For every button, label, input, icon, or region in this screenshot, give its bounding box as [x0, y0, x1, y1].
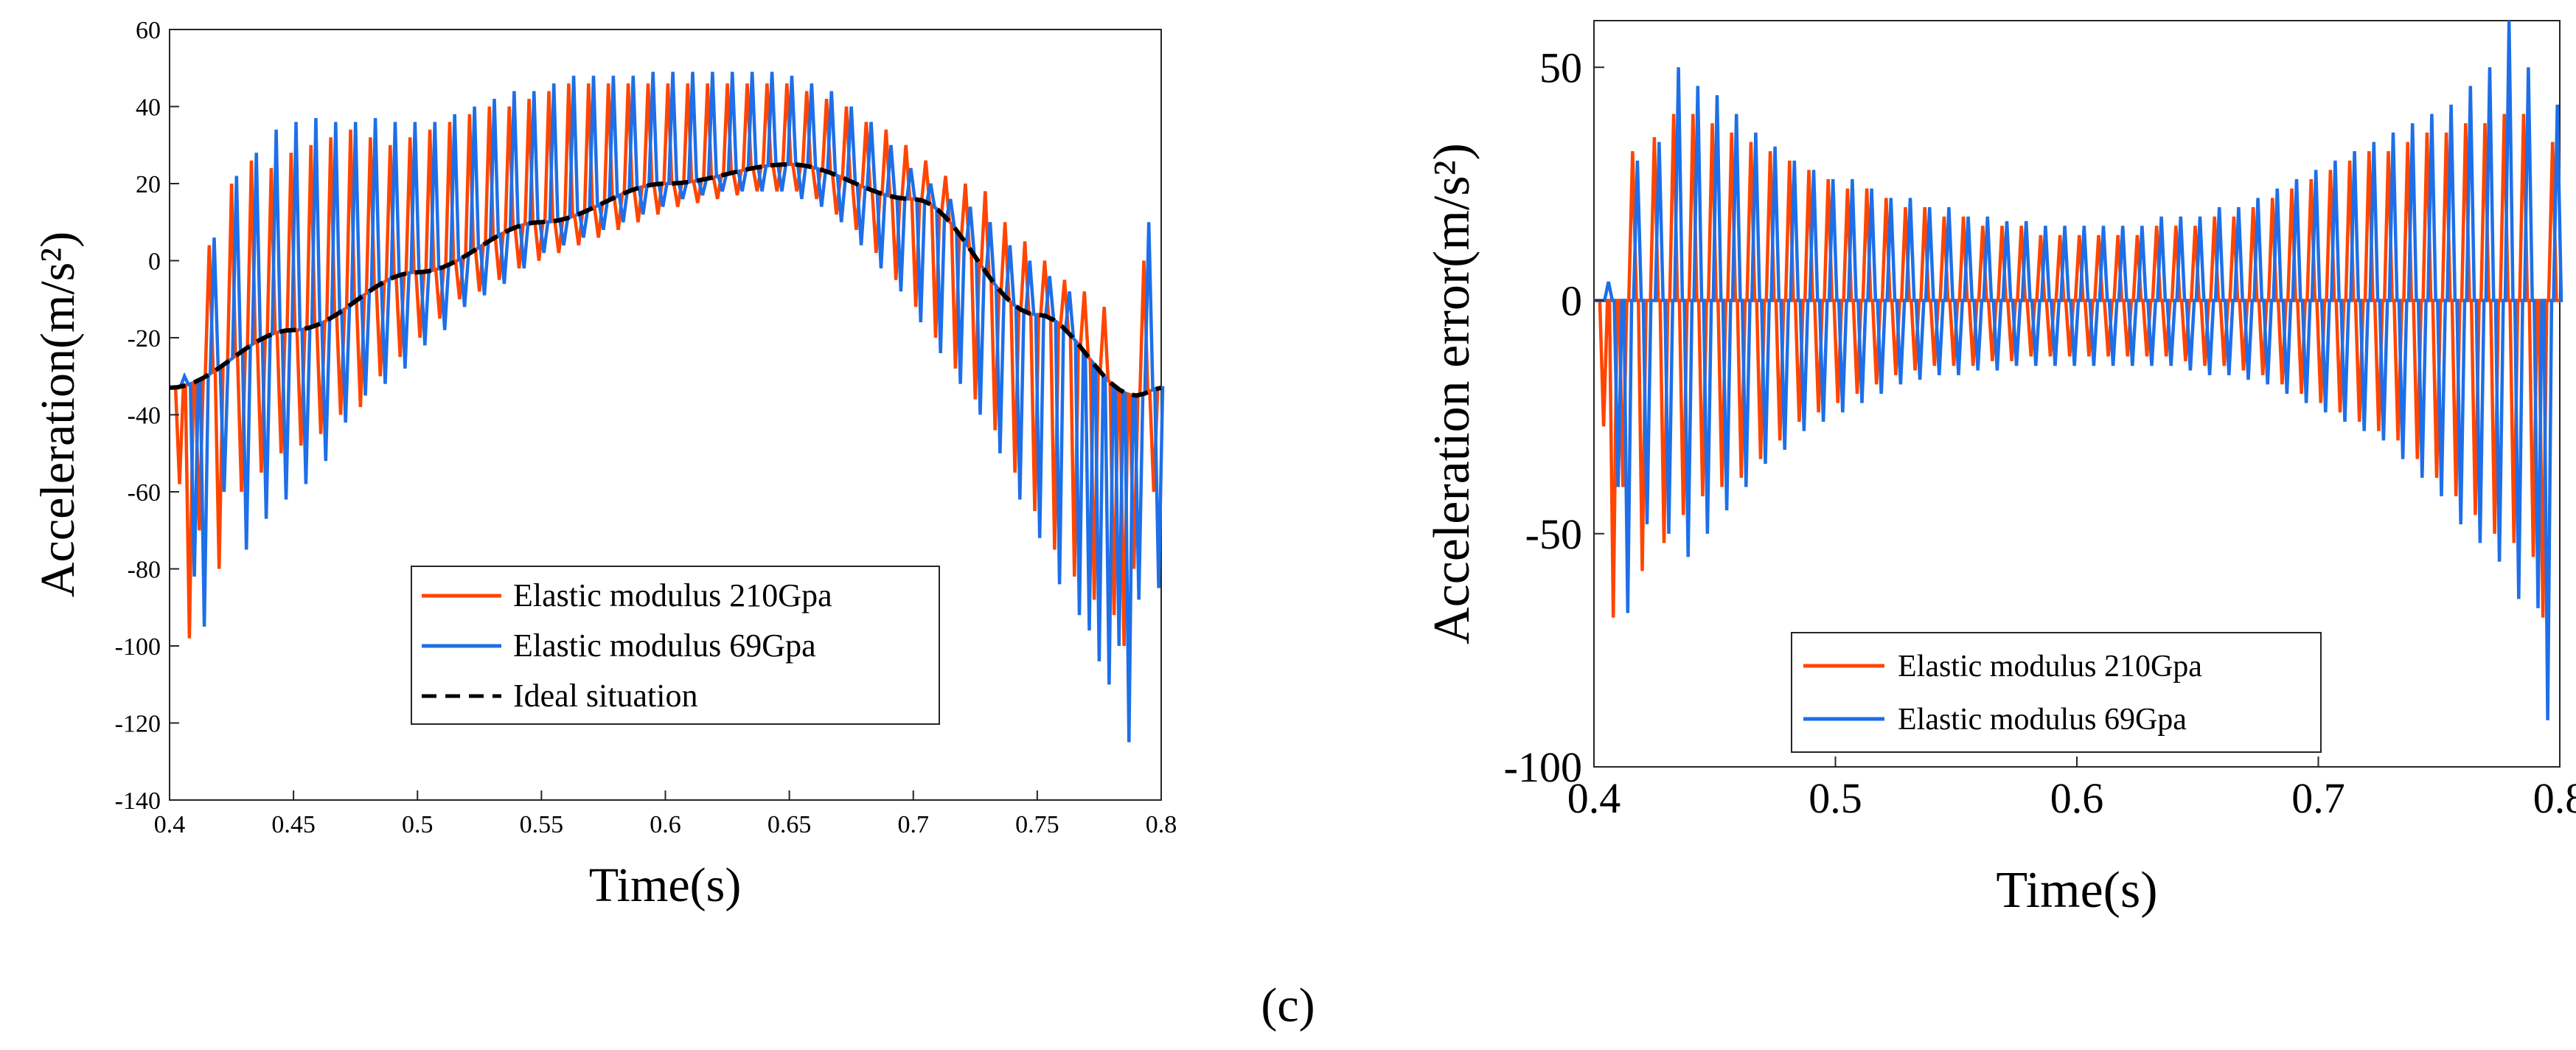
chart0-ytick-label: -40 [128, 403, 161, 430]
left-legend-label-210: Elastic modulus 210Gpa [513, 577, 832, 613]
chart0-xtick-label: 0.65 [767, 811, 812, 838]
right-legend-label-210: Elastic modulus 210Gpa [1898, 650, 2202, 684]
chart0-xtick-label: 0.4 [154, 811, 186, 838]
right-y-axis-label-text: Acceleration error(m/s²) [1424, 143, 1480, 644]
chart0-ytick-label: 20 [136, 171, 161, 198]
chart0-xtick-label: 0.7 [898, 811, 930, 838]
left-y-axis-label: Acceleration(m/s²) [31, 232, 85, 597]
right-legend: Elastic modulus 210Gpa Elastic modulus 6… [1791, 632, 2322, 753]
chart0-ytick-label: 0 [148, 248, 161, 276]
left-y-axis-label-text: Acceleration(m/s²) [31, 232, 85, 597]
left-series-spikes [169, 72, 1165, 743]
left-legend-label-69: Elastic modulus 69Gpa [513, 627, 816, 664]
chart0-ytick-label: 40 [136, 94, 161, 122]
right-series-spikes [1594, 20, 2563, 720]
chart0-xtick-label: 0.55 [520, 811, 564, 838]
right-legend-label-69: Elastic modulus 69Gpa [1898, 703, 2187, 737]
right-chart: 0.4 0.5 0.6 0.7 0.8 50 0 -50 -100 Time(s) Accele… [1424, 20, 2576, 919]
left-legend-label-ideal: Ideal situation [513, 678, 698, 714]
chart1-series-1-line [1594, 20, 2563, 720]
chart0-series-0-line [169, 83, 1162, 647]
chart0-ytick-label: -60 [128, 479, 161, 507]
left-x-axis-label: Time(s) [589, 858, 742, 912]
chart1-series-0-line [1594, 114, 2560, 618]
figure-caption: (c) [1261, 978, 1315, 1032]
chart1-xtick-label: 0.5 [1809, 774, 1862, 822]
left-chart: 0.4 0.45 0.5 0.55 0.6 0.65 0.7 0.75 0.8 60 40 20 0 -2… [31, 17, 1177, 912]
left-legend: Elastic modulus 210Gpa Elastic modulus 6… [411, 566, 940, 725]
chart0-xtick-label: 0.8 [1146, 811, 1177, 838]
chart0-ytick-label: -100 [115, 633, 161, 661]
chart0-xtick-label: 0.5 [402, 811, 434, 838]
chart1-xtick-label: 0.7 [2291, 774, 2345, 822]
right-legend-box [1791, 632, 2322, 753]
chart1-ytick-label: 0 [1561, 277, 1582, 325]
chart0-xtick-label: 0.75 [1015, 811, 1059, 838]
chart1-ytick-label: -50 [1525, 510, 1582, 558]
chart1-ytick-label: -100 [1504, 743, 1582, 791]
chart0-ytick-label: -140 [115, 788, 161, 815]
right-y-axis-label: Acceleration error(m/s²) [1424, 143, 1480, 644]
left-axis-ticks: 0.4 0.45 0.5 0.55 0.6 0.65 0.7 0.75 0.8 60 40 20 0 -2… [115, 17, 1177, 838]
chart0-series-2-line [169, 161, 1162, 398]
chart1-xtick-label: 0.4 [1567, 774, 1621, 822]
chart0-xtick-label: 0.6 [650, 811, 681, 838]
chart1-xtick-label: 0.8 [2533, 774, 2576, 822]
chart0-ytick-label: -80 [128, 557, 161, 584]
right-x-axis-label: Time(s) [1996, 862, 2157, 919]
chart0-xtick-label: 0.45 [271, 811, 316, 838]
chart1-xtick-label: 0.6 [2050, 774, 2104, 822]
chart0-ytick-label: -20 [128, 325, 161, 352]
chart1-ytick-label: 50 [1539, 44, 1582, 91]
right-axis-ticks: 0.4 0.5 0.6 0.7 0.8 50 0 -50 -100 [1504, 44, 2576, 822]
chart0-ytick-label: -120 [115, 711, 161, 738]
chart0-series-1-line [169, 72, 1165, 743]
chart0-ytick-label: 60 [136, 17, 161, 44]
